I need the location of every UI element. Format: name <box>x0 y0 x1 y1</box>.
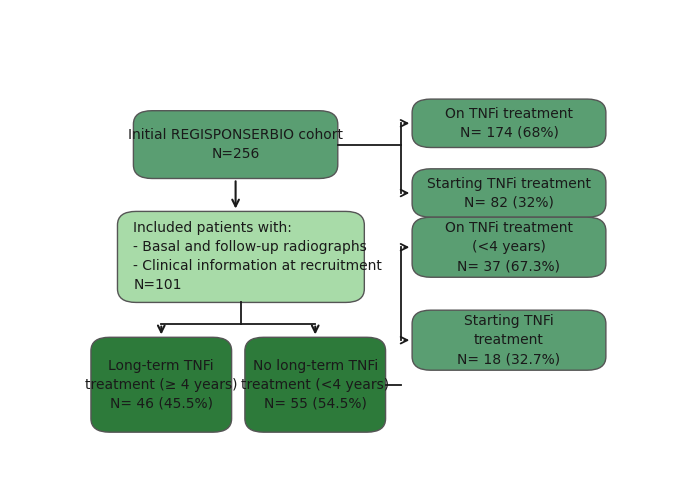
Text: Included patients with:
- Basal and follow-up radiographs
- Clinical information: Included patients with: - Basal and foll… <box>134 221 382 292</box>
Text: No long-term TNFi
treatment (<4 years)
N= 55 (54.5%): No long-term TNFi treatment (<4 years) N… <box>241 359 389 410</box>
Text: On TNFi treatment
(<4 years)
N= 37 (67.3%): On TNFi treatment (<4 years) N= 37 (67.3… <box>445 221 573 273</box>
FancyBboxPatch shape <box>412 169 606 217</box>
Text: Starting TNFi
treatment
N= 18 (32.7%): Starting TNFi treatment N= 18 (32.7%) <box>458 314 560 366</box>
FancyBboxPatch shape <box>245 338 386 432</box>
FancyBboxPatch shape <box>118 211 364 302</box>
Text: Initial REGISPONSERBIO cohort
N=256: Initial REGISPONSERBIO cohort N=256 <box>128 128 343 161</box>
Text: Starting TNFi treatment
N= 82 (32%): Starting TNFi treatment N= 82 (32%) <box>427 177 591 209</box>
FancyBboxPatch shape <box>412 99 606 147</box>
FancyBboxPatch shape <box>134 111 338 179</box>
FancyBboxPatch shape <box>412 217 606 277</box>
Text: Long-term TNFi
treatment (≥ 4 years)
N= 46 (45.5%): Long-term TNFi treatment (≥ 4 years) N= … <box>85 359 238 410</box>
Text: On TNFi treatment
N= 174 (68%): On TNFi treatment N= 174 (68%) <box>445 107 573 140</box>
FancyBboxPatch shape <box>91 338 232 432</box>
FancyBboxPatch shape <box>412 310 606 370</box>
